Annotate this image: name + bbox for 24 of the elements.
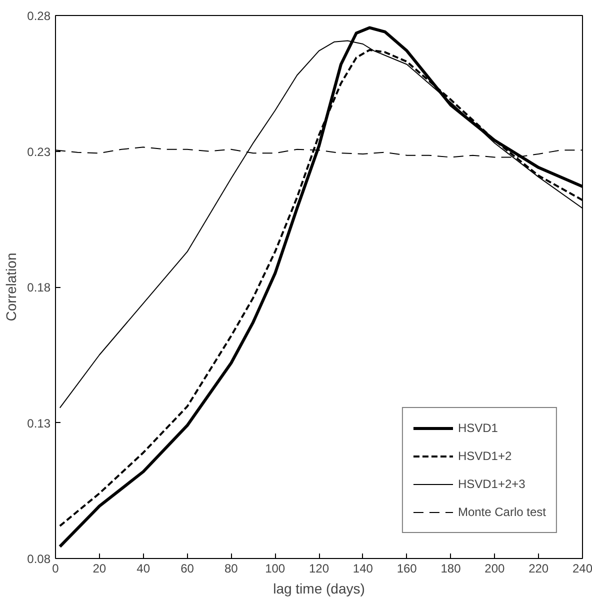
y-axis-title: Correlation (3, 252, 20, 322)
x-tick-label: 60 (180, 562, 194, 576)
y-tick-label: 0.23 (27, 144, 51, 159)
x-axis-title: lag time (days) (273, 580, 365, 596)
x-tick-label: 140 (352, 562, 374, 576)
legend-label: HSVD1 (458, 421, 498, 435)
legend-label: HSVD1+2+3 (458, 477, 526, 491)
x-tick-label: 0 (52, 562, 60, 576)
legend-label: Monte Carlo test (458, 505, 546, 519)
x-tick-label: 80 (224, 562, 238, 576)
legend-label: HSVD1+2 (458, 449, 512, 463)
x-tick-label: 240 (572, 562, 592, 576)
y-tick-label: 0.18 (27, 280, 51, 294)
x-tick-label: 20 (92, 562, 106, 576)
x-tick-label: 200 (484, 562, 506, 576)
x-tick-label: 40 (136, 562, 150, 576)
y-tick-label: 0.28 (27, 9, 51, 23)
x-tick-label: 160 (396, 562, 418, 576)
x-tick-label: 220 (528, 562, 549, 576)
y-tick-label: 0.08 (27, 552, 51, 566)
y-tick-label: 0.13 (27, 416, 51, 430)
x-tick-label: 120 (308, 562, 330, 576)
x-tick-label: 180 (440, 562, 462, 576)
x-tick-label: 100 (265, 562, 286, 576)
